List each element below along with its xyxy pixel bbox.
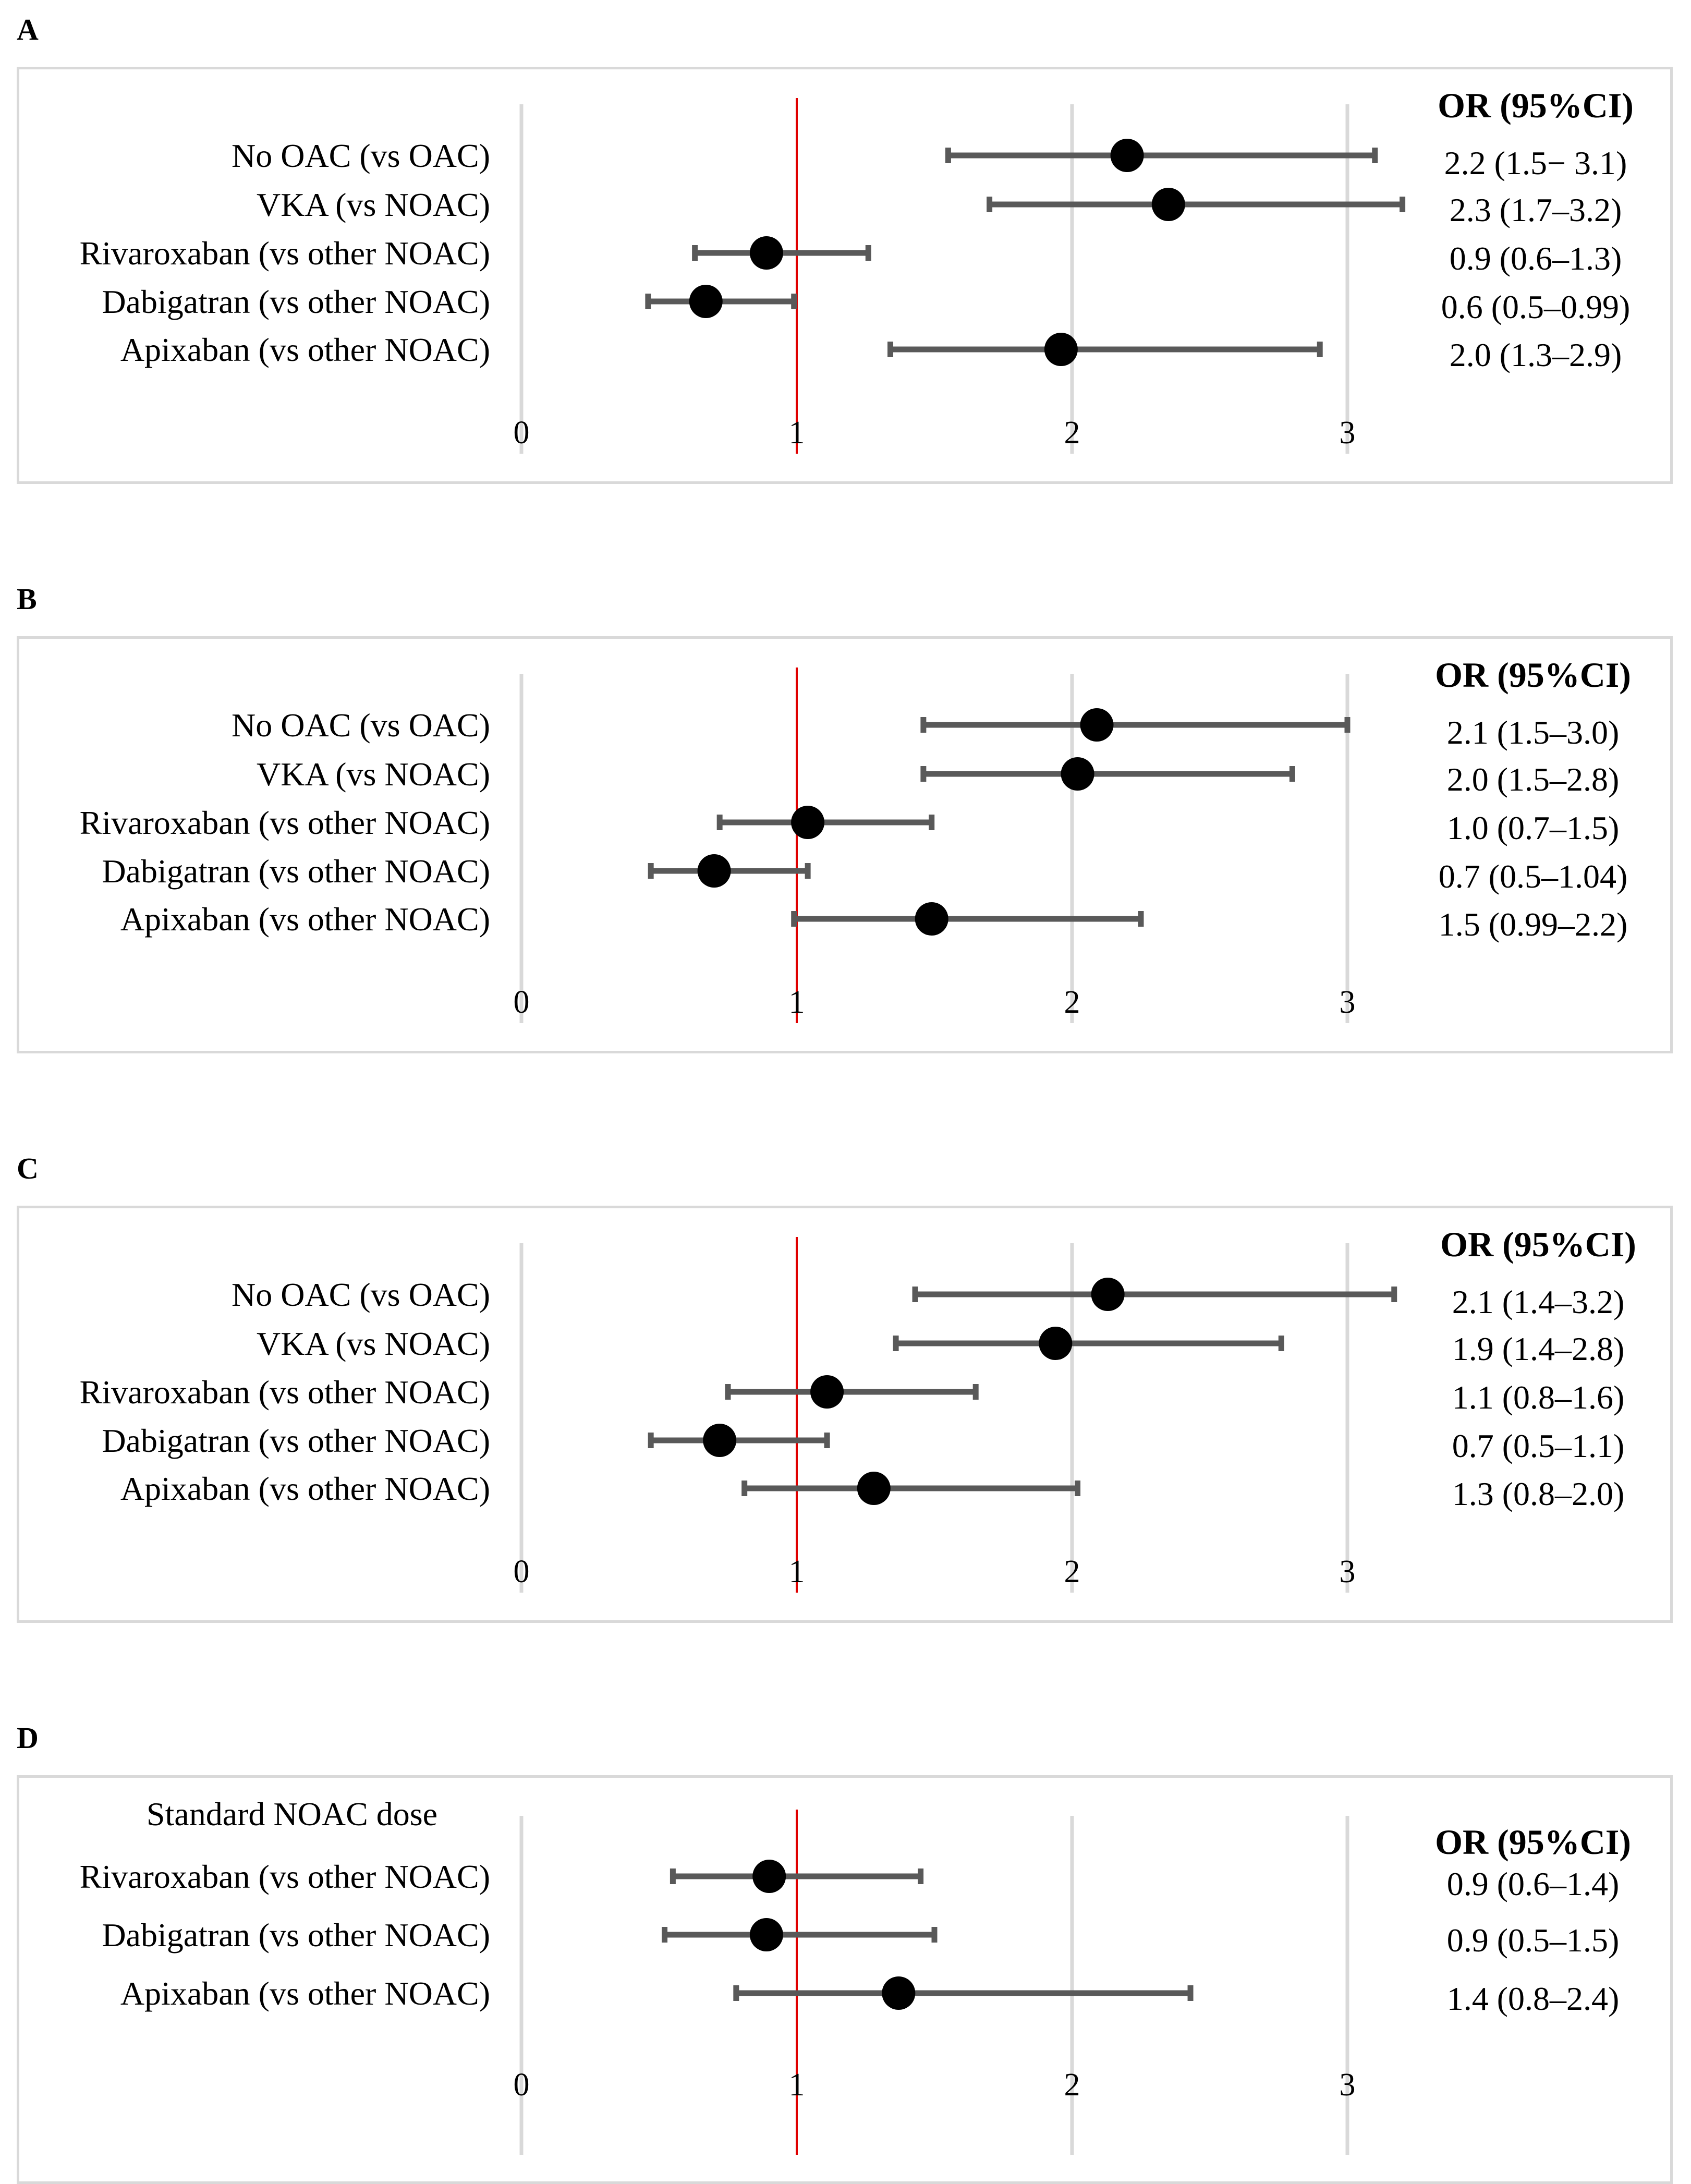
or-point: [1080, 708, 1114, 742]
or-value: 2.2 (1.5− 3.1): [1444, 144, 1627, 181]
or-point: [752, 1860, 786, 1893]
category-label: VKA (vs NOAC): [257, 186, 490, 223]
category-label: No OAC (vs OAC): [232, 1276, 490, 1313]
or-value: 1.1 (0.8–1.6): [1452, 1379, 1625, 1416]
x-tick-label: 1: [789, 985, 805, 1020]
or-value: 0.9 (0.6–1.3): [1450, 240, 1622, 277]
or-value: 2.0 (1.3–2.9): [1450, 336, 1622, 373]
or-value: 2.1 (1.4–3.2): [1452, 1283, 1625, 1320]
or-value: 1.5 (0.99–2.2): [1439, 906, 1628, 943]
or-value: 2.1 (1.5–3.0): [1447, 714, 1620, 751]
chart-frame: [17, 1206, 1673, 1623]
or-value: 1.3 (0.8–2.0): [1452, 1475, 1625, 1512]
category-label: Rivaroxaban (vs other NOAC): [80, 804, 490, 841]
panel-label: B: [17, 582, 37, 616]
category-label: VKA (vs NOAC): [257, 756, 490, 793]
or-value: 0.7 (0.5–1.1): [1452, 1427, 1625, 1464]
or-column-header: OR (95%CI): [1438, 86, 1634, 125]
or-value: 0.9 (0.6–1.4): [1447, 1865, 1620, 1902]
x-tick-label: 2: [1064, 1554, 1080, 1590]
category-label: Apixaban (vs other NOAC): [120, 331, 490, 368]
or-point: [810, 1375, 844, 1409]
x-tick-label: 0: [514, 985, 530, 1020]
x-tick-label: 3: [1340, 415, 1356, 451]
panel-label: C: [17, 1151, 39, 1185]
category-label: Rivaroxaban (vs other NOAC): [80, 235, 490, 272]
or-value: 0.7 (0.5–1.04): [1439, 858, 1628, 895]
x-tick-label: 0: [514, 2067, 530, 2103]
category-label: Apixaban (vs other NOAC): [120, 901, 490, 938]
or-point: [1039, 1327, 1073, 1360]
or-value: 1.9 (1.4–2.8): [1452, 1330, 1625, 1367]
x-tick-label: 2: [1064, 985, 1080, 1020]
or-point: [857, 1472, 891, 1505]
or-value: 0.6 (0.5–0.99): [1441, 288, 1631, 325]
or-value: 2.0 (1.5–2.8): [1447, 761, 1620, 798]
x-tick-label: 2: [1064, 415, 1080, 451]
or-point: [697, 854, 731, 888]
category-label: No OAC (vs OAC): [232, 137, 490, 174]
or-column-header: OR (95%CI): [1435, 655, 1631, 695]
category-label: Dabigatran (vs other NOAC): [102, 1422, 490, 1459]
or-value: 2.3 (1.7–3.2): [1450, 191, 1622, 228]
x-tick-label: 1: [789, 1554, 805, 1590]
category-header: Standard NOAC dose: [147, 1795, 437, 1833]
or-value: 1.0 (0.7–1.5): [1447, 809, 1620, 846]
x-tick-label: 0: [514, 1554, 530, 1590]
or-point: [1061, 757, 1094, 791]
category-label: Dabigatran (vs other NOAC): [102, 1916, 490, 1954]
category-label: Dabigatran (vs other NOAC): [102, 853, 490, 890]
x-tick-label: 1: [789, 415, 805, 451]
or-point: [791, 806, 825, 839]
category-label: Rivaroxaban (vs other NOAC): [80, 1858, 490, 1895]
category-label: VKA (vs NOAC): [257, 1325, 490, 1362]
chart-frame: [17, 636, 1673, 1053]
or-value: 0.9 (0.5–1.5): [1447, 1922, 1620, 1959]
x-tick-label: 3: [1340, 1554, 1356, 1590]
or-point: [915, 902, 948, 936]
category-label: No OAC (vs OAC): [232, 707, 490, 744]
or-point: [703, 1424, 737, 1457]
or-point: [749, 236, 783, 270]
x-tick-label: 3: [1340, 2067, 1356, 2103]
category-label: Apixaban (vs other NOAC): [120, 1975, 490, 2012]
panel-label: A: [17, 13, 39, 46]
panel-label: D: [17, 1721, 39, 1755]
or-point: [1110, 139, 1144, 172]
or-point: [1151, 188, 1185, 221]
or-value: 1.4 (0.8–2.4): [1447, 1980, 1620, 2017]
or-column-header: OR (95%CI): [1435, 1822, 1631, 1862]
x-tick-label: 0: [514, 415, 530, 451]
chart-frame: [17, 67, 1673, 484]
or-column-header: OR (95%CI): [1440, 1224, 1636, 1264]
x-tick-label: 3: [1340, 985, 1356, 1020]
category-label: Rivaroxaban (vs other NOAC): [80, 1374, 490, 1411]
category-label: Dabigatran (vs other NOAC): [102, 283, 490, 320]
x-tick-label: 1: [789, 2067, 805, 2103]
or-point: [1044, 333, 1078, 366]
or-point: [1091, 1278, 1125, 1311]
or-point: [689, 285, 723, 318]
x-tick-label: 2: [1064, 2067, 1080, 2103]
or-point: [882, 1976, 916, 2010]
or-point: [749, 1918, 783, 1951]
category-label: Apixaban (vs other NOAC): [120, 1470, 490, 1507]
